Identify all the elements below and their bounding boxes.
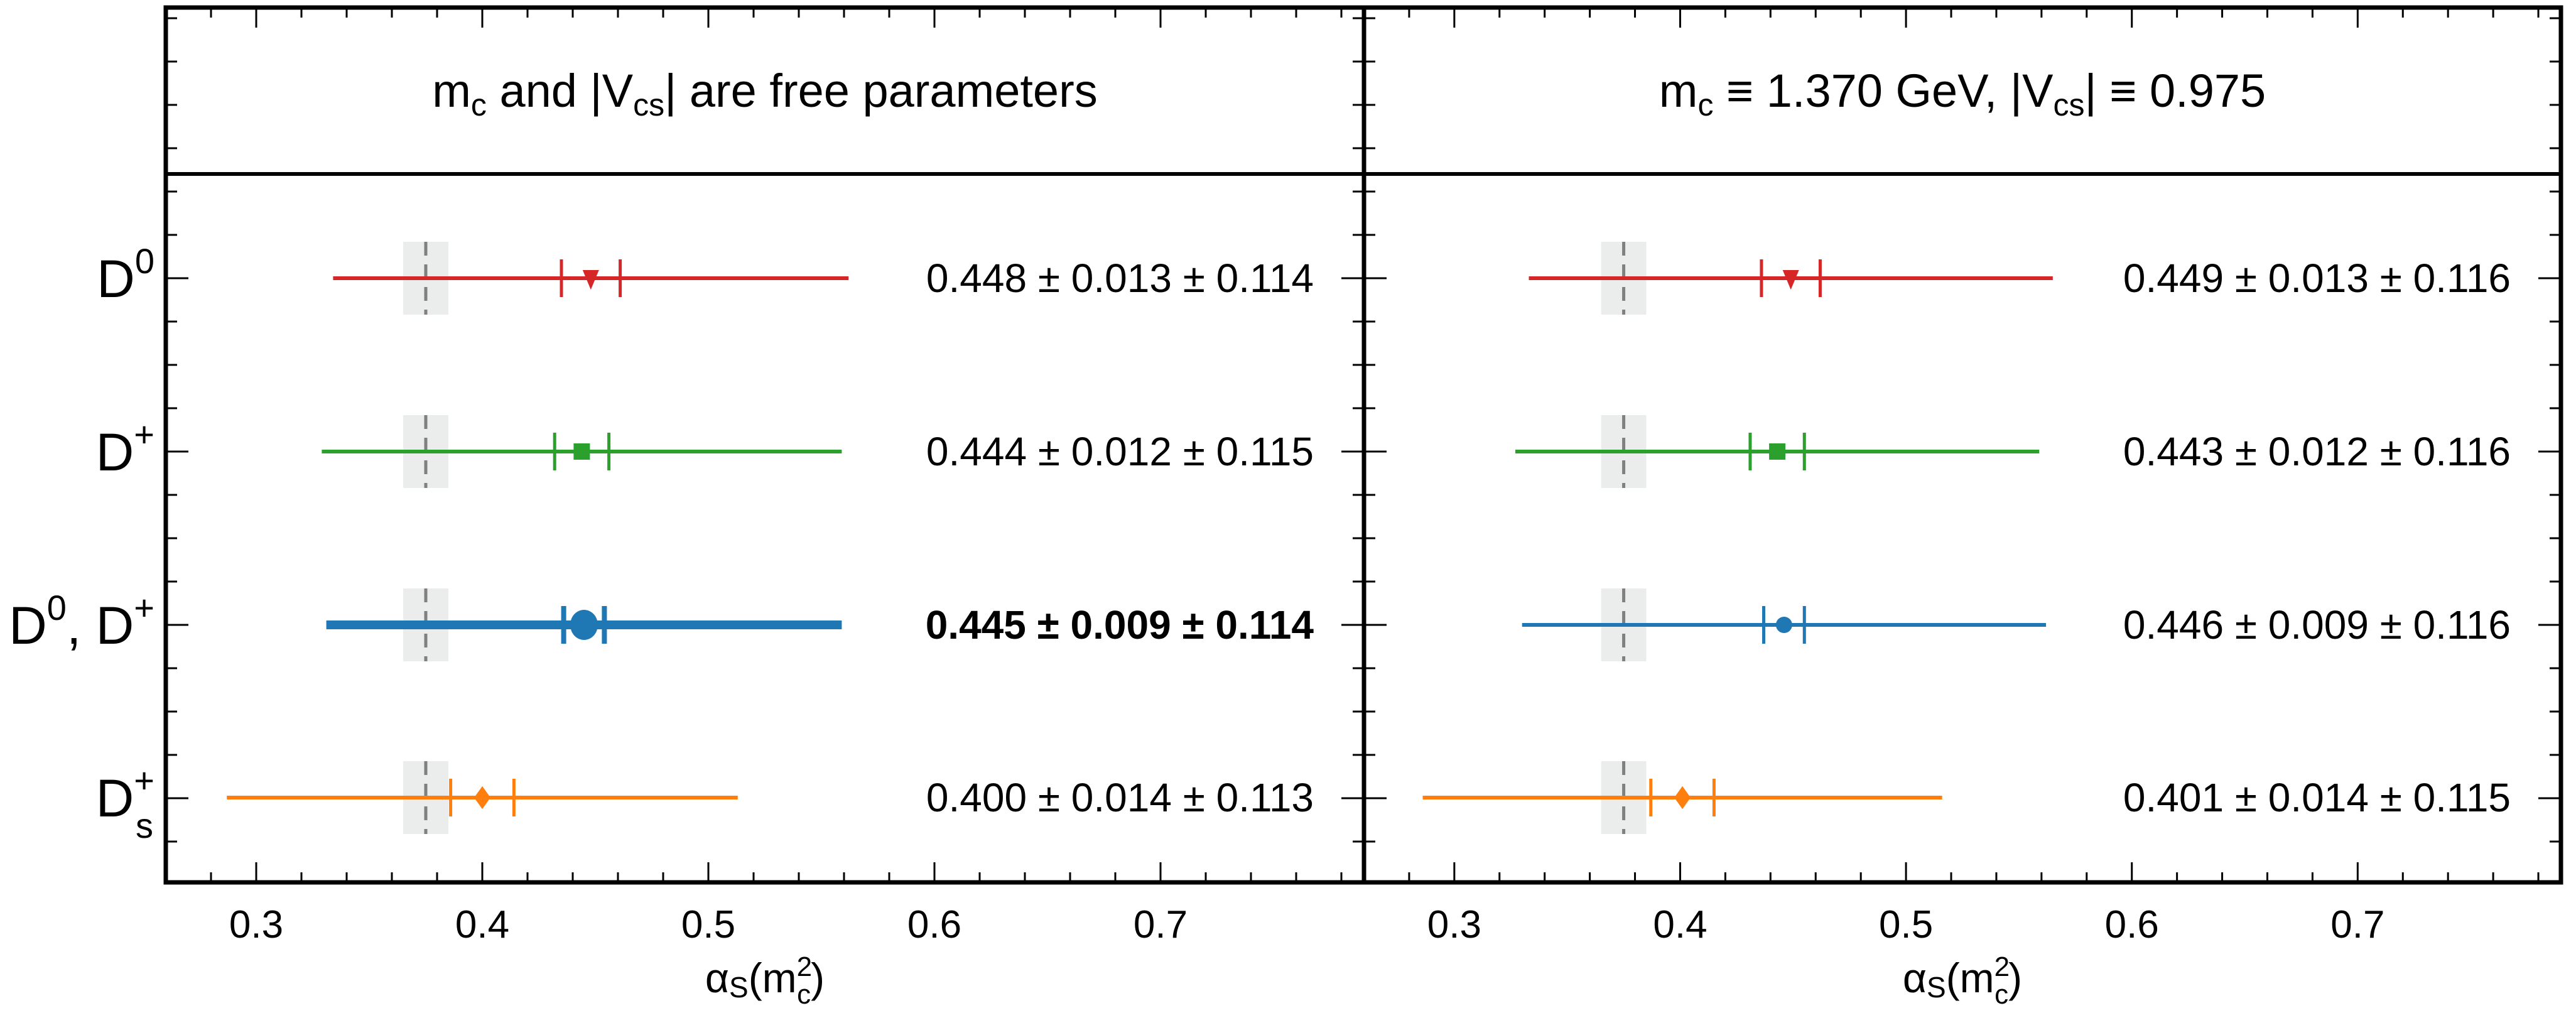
x-axis-label: αS(m2 c) (1903, 951, 2022, 1010)
row-label-superscript: 0 (135, 241, 154, 281)
row-label-D0Dplus: D0, D+ (9, 588, 154, 655)
xlabel-alpha: α (1903, 955, 1927, 1001)
x-tick-label: 0.5 (1879, 903, 1933, 946)
value-label: 0.401 ± 0.014 ± 0.115 (2123, 775, 2511, 820)
data-row-Ds: 0.400 ± 0.014 ± 0.113 (227, 761, 1314, 834)
panel-title: mc ≡ 1.370 GeV, |Vcs| ≡ 0.975 (1659, 65, 2266, 122)
x-tick-label: 0.4 (455, 903, 509, 946)
marker-diamond (474, 786, 490, 810)
value-label: 0.448 ± 0.013 ± 0.114 (926, 256, 1314, 301)
title-v-subscript: cs (2053, 87, 2084, 122)
xlabel-open: (m (749, 955, 797, 1001)
title-v-subscript: cs (633, 87, 664, 122)
title-middle: and |V (487, 65, 634, 117)
xlabel-close: ) (2008, 955, 2022, 1001)
row-label-superscript: + (134, 761, 154, 800)
xlabel-s-subscript: S (729, 971, 749, 1004)
marker-circle (1775, 617, 1792, 633)
marker-circle (570, 610, 598, 640)
value-label: 0.400 ± 0.014 ± 0.113 (926, 775, 1314, 820)
x-tick-label: 0.3 (229, 903, 283, 946)
marker-square (1769, 443, 1786, 460)
title-end: | are free parameters (664, 65, 1098, 117)
xlabel-alpha: α (705, 955, 729, 1001)
row-label-D0: D0 (97, 241, 154, 308)
xlabel-c-subscript: c (797, 979, 811, 1010)
row-label-subscript: s (136, 806, 153, 845)
x-tick-label: 0.7 (1134, 903, 1188, 946)
x-tick-label: 0.4 (1653, 903, 1707, 946)
data-row-Dplus: 0.444 ± 0.012 ± 0.115 (322, 415, 1314, 488)
value-label: 0.444 ± 0.012 ± 0.115 (926, 429, 1314, 474)
row-label-Ds: D+ s (96, 761, 154, 845)
title-middle: ≡ 1.370 GeV, |V (1713, 65, 2054, 117)
row-label-base: D (96, 423, 134, 482)
xlabel-c-subscript: c (1994, 979, 2008, 1010)
value-label: 0.446 ± 0.009 ± 0.116 (2123, 602, 2511, 647)
title-m: m (432, 65, 471, 117)
data-row-D0: 0.448 ± 0.013 ± 0.114 (333, 242, 1314, 315)
row-label-Dplus: D+ (96, 414, 154, 482)
data-row-D0Dplus: 0.445 ± 0.009 ± 0.114 (326, 588, 1314, 661)
row-label-extra-superscript: + (134, 588, 154, 627)
title-m: m (1659, 65, 1698, 117)
row-label-base: D (97, 249, 135, 308)
xlabel-superscript: 2 (797, 951, 812, 982)
xlabel-close: ) (811, 955, 825, 1001)
marker-square (573, 443, 590, 460)
x-tick-label: 0.6 (907, 903, 961, 946)
value-label: 0.449 ± 0.013 ± 0.116 (2123, 256, 2511, 301)
x-tick-label: 0.6 (2105, 903, 2159, 946)
title-end: | ≡ 0.975 (2084, 65, 2266, 117)
marker-triangle-down (1782, 270, 1799, 290)
title-m-subscript: c (471, 87, 487, 122)
data-row-D0Dplus: 0.446 ± 0.009 ± 0.116 (1522, 588, 2511, 661)
data-row-Dplus: 0.443 ± 0.012 ± 0.116 (1515, 415, 2511, 488)
xlabel-open: (m (1946, 955, 1994, 1001)
row-label-superscript: + (134, 414, 154, 454)
data-row-D0: 0.449 ± 0.013 ± 0.116 (1529, 242, 2511, 315)
xlabel-superscript: 2 (1994, 951, 2010, 982)
row-label-extra: , D (67, 596, 134, 655)
x-tick-label: 0.5 (681, 903, 735, 946)
panel-frame (1361, 5, 2563, 885)
data-row-Ds: 0.401 ± 0.014 ± 0.115 (1422, 761, 2511, 834)
x-tick-label: 0.3 (1427, 903, 1481, 946)
panel-title: mc and |Vcs| are free parameters (432, 65, 1097, 122)
title-m-subscript: c (1697, 87, 1713, 122)
x-tick-label: 0.7 (2330, 903, 2384, 946)
x-axis-label: αS(m2 c) (705, 951, 825, 1010)
row-label-base: D (9, 596, 47, 655)
xlabel-s-subscript: S (1927, 971, 1946, 1004)
value-label: 0.445 ± 0.009 ± 0.114 (926, 602, 1314, 647)
row-label-base: D (96, 769, 134, 828)
marker-triangle-down (582, 270, 599, 290)
row-labels: D0D+D0, D+D+ s (9, 241, 154, 845)
value-label: 0.443 ± 0.012 ± 0.116 (2123, 429, 2511, 474)
row-label-superscript: 0 (47, 588, 67, 627)
marker-diamond (1674, 786, 1691, 810)
